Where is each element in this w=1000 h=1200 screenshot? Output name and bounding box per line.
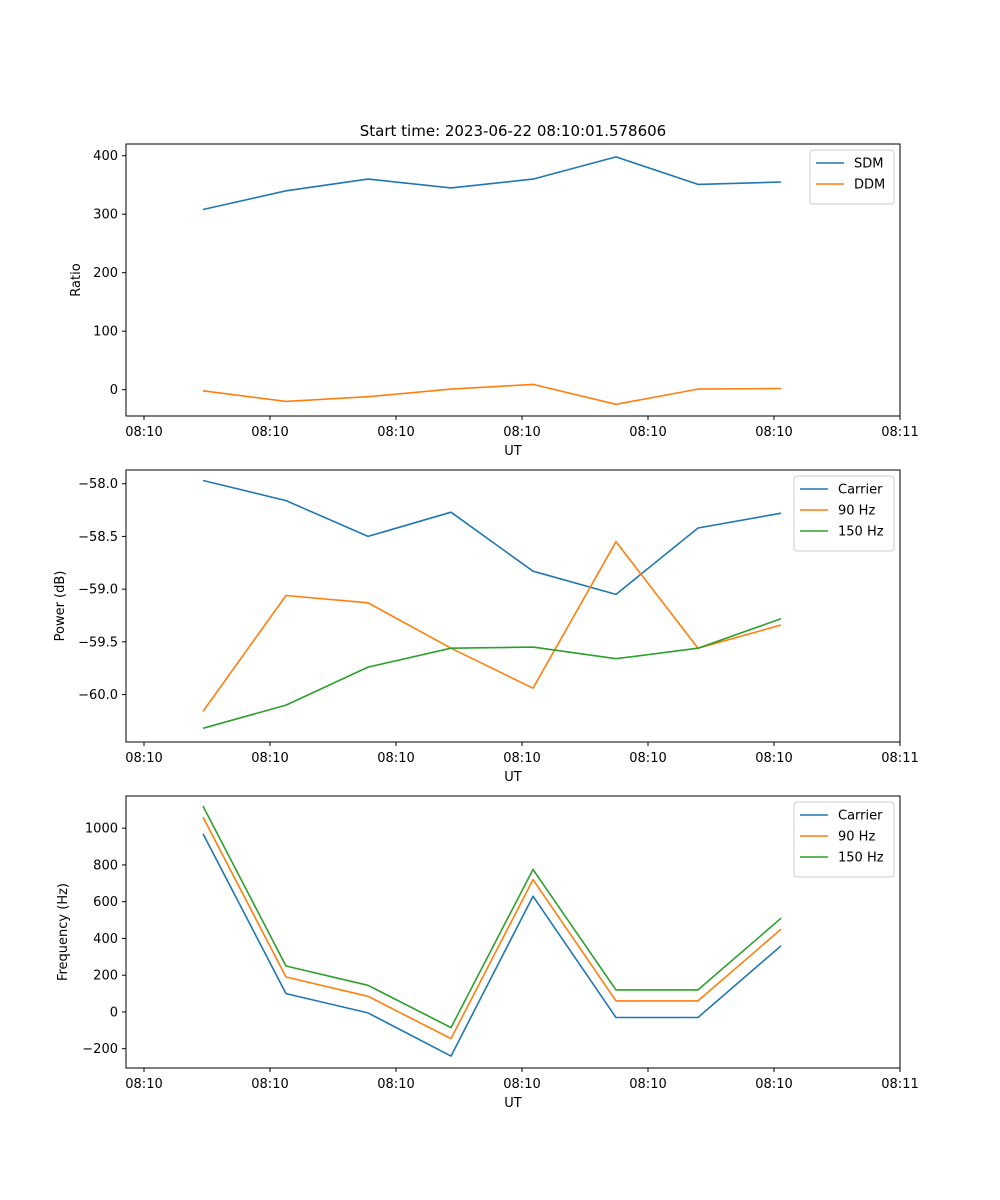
x-axis-label: UT: [504, 444, 522, 459]
series-line-90-hz: [202, 816, 782, 1040]
x-tick-label: 08:10: [755, 425, 792, 440]
y-tick-label: −60.0: [78, 688, 118, 703]
series-line-ddm: [202, 383, 782, 406]
power-panel: 08:10 08:10 08:10 08:10 08:10 08:10 08:11 −58.0…: [53, 469, 919, 785]
y-tick-label: 0: [110, 1005, 118, 1020]
y-tick-label: 600: [93, 895, 118, 910]
x-tick-label: 08:10: [125, 1077, 162, 1092]
legend-box: [793, 475, 895, 552]
y-tick-label: −59.0: [78, 583, 118, 598]
y-tick-label: −200: [82, 1042, 118, 1057]
legend-label: 150 Hz: [838, 525, 884, 540]
legend: Carrier 90 Hz 150 Hz: [793, 475, 895, 552]
x-tick-label: 08:10: [251, 751, 288, 766]
y-tick-label: 200: [93, 969, 118, 984]
x-tick-label: 08:10: [629, 425, 666, 440]
ratio-panel: 08:10 08:10 08:10 08:10 08:10 08:10 08:11 0 100 2…: [69, 143, 919, 459]
series-line-carrier: [202, 833, 782, 1057]
y-tick-label: 400: [93, 932, 118, 947]
x-tick-label: 08:10: [503, 425, 540, 440]
x-axis-label: UT: [504, 770, 522, 785]
series-line-carrier: [202, 479, 782, 596]
y-tick-label: 300: [93, 208, 118, 223]
y-tick-label: 800: [93, 858, 118, 873]
x-axis-label: UT: [504, 1096, 522, 1111]
x-tick-label: 08:10: [125, 425, 162, 440]
legend-label: SDM: [854, 157, 883, 172]
legend-box: [793, 801, 895, 878]
frequency-panel: 08:10 08:10 08:10 08:10 08:10 08:10 08:11 −200 0…: [56, 795, 919, 1111]
y-tick-label: 200: [93, 266, 118, 281]
x-tick-label: 08:10: [377, 751, 414, 766]
legend-label: 90 Hz: [838, 830, 875, 845]
x-tick-label: 08:10: [629, 1077, 666, 1092]
x-tick-label: 08:10: [251, 425, 288, 440]
legend: Carrier 90 Hz 150 Hz: [793, 801, 895, 878]
x-tick-label: 08:10: [503, 751, 540, 766]
legend-label: 90 Hz: [838, 504, 875, 519]
y-tick-label: 400: [93, 149, 118, 164]
y-tick-label: −58.0: [78, 477, 118, 492]
x-tick-label: 08:10: [125, 751, 162, 766]
x-tick-label: 08:11: [881, 751, 918, 766]
legend-label: DDM: [854, 178, 885, 193]
y-axis-label: Ratio: [69, 263, 84, 296]
x-tick-label: 08:11: [881, 1077, 918, 1092]
legend-label: 150 Hz: [838, 851, 884, 866]
x-tick-label: 08:10: [755, 1077, 792, 1092]
y-axis-label: Frequency (Hz): [56, 883, 71, 981]
series-line-150-hz: [202, 617, 782, 730]
axes-frame: [125, 143, 901, 417]
series-line-90-hz: [202, 540, 782, 712]
x-tick-label: 08:10: [377, 425, 414, 440]
y-axis-label: Power (dB): [53, 571, 68, 642]
series-line-sdm: [202, 156, 782, 211]
series-line-150-hz: [202, 805, 782, 1029]
figure-title: Start time: 2023-06-22 08:10:01.578606: [360, 122, 666, 140]
legend-label: Carrier: [838, 483, 883, 498]
x-tick-label: 08:10: [503, 1077, 540, 1092]
legend: SDM DDM: [809, 149, 895, 205]
x-tick-label: 08:10: [251, 1077, 288, 1092]
y-tick-label: 1000: [85, 822, 118, 837]
x-tick-label: 08:10: [629, 751, 666, 766]
axes-frame: [125, 469, 901, 743]
y-tick-label: −59.5: [78, 635, 118, 650]
y-tick-label: 0: [110, 383, 118, 398]
x-tick-label: 08:10: [377, 1077, 414, 1092]
x-tick-label: 08:11: [881, 425, 918, 440]
legend-label: Carrier: [838, 809, 883, 824]
y-tick-label: 100: [93, 325, 118, 340]
axes-frame: [125, 795, 901, 1069]
x-tick-label: 08:10: [755, 751, 792, 766]
y-tick-label: −58.5: [78, 530, 118, 545]
